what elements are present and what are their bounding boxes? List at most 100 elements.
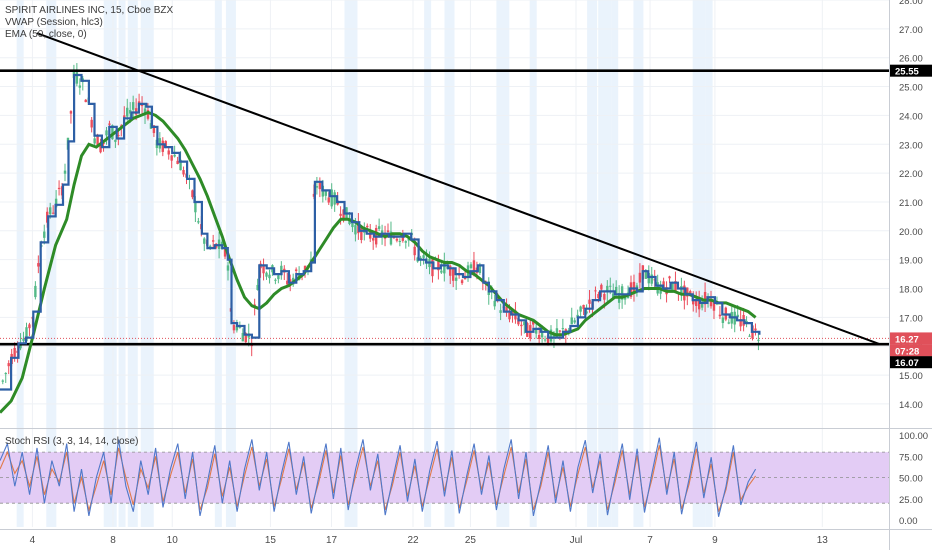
candle-body: [256, 284, 259, 290]
candle-body: [573, 320, 576, 323]
candle-body: [294, 269, 298, 271]
symbol-title[interactable]: SPIRIT AIRLINES INC, 15, Cboe BZX: [5, 5, 174, 16]
candle-body: [469, 264, 473, 269]
candle-body: [561, 328, 565, 330]
candle-body: [597, 294, 600, 299]
candle-body: [703, 291, 707, 305]
candle-body: [668, 276, 671, 279]
candle-body: [540, 332, 544, 338]
price-tick-label: 14.00: [899, 400, 923, 411]
candle-body: [57, 187, 61, 190]
candle-body: [232, 325, 236, 331]
candle-body: [377, 226, 381, 229]
candle-body: [478, 264, 482, 274]
trendline: [36, 32, 881, 346]
candle-body: [401, 236, 405, 241]
time-tick-label: 22: [407, 535, 419, 546]
candle-body: [63, 170, 67, 174]
candle-body: [1, 380, 4, 382]
candle-body: [324, 190, 327, 196]
candle-body: [449, 265, 452, 276]
resistance-price-label-bg: [890, 64, 932, 77]
session-shade: [127, 0, 138, 527]
candle-body: [623, 296, 627, 300]
time-tick-label: 15: [265, 535, 277, 546]
candle-body: [238, 326, 242, 328]
time-tick-label: 10: [167, 535, 179, 546]
candle-body: [386, 230, 390, 232]
time-tick-label: Jul: [570, 535, 583, 546]
time-tick-label: 13: [817, 535, 829, 546]
candle-body: [582, 304, 585, 309]
vwap-line: [0, 73, 761, 391]
candle-body: [209, 245, 212, 247]
candle-body: [28, 324, 31, 329]
candle-body: [505, 306, 508, 313]
candle-body: [552, 333, 556, 338]
candle-body: [226, 265, 230, 271]
candle-body: [612, 293, 615, 299]
rsi-tick-label: 100.00: [899, 431, 928, 442]
candle-body: [13, 347, 16, 357]
candle-body: [318, 181, 322, 190]
countdown-label-bg: [890, 344, 932, 357]
candle-body: [579, 306, 582, 312]
indicator-lines: [0, 32, 889, 414]
candle-body: [360, 228, 363, 241]
candle-body: [555, 328, 559, 337]
price-tick-label: 15.00: [899, 371, 923, 382]
candle-body: [454, 277, 458, 281]
candle-body: [371, 238, 375, 241]
candle-body: [398, 240, 402, 242]
candle-body: [117, 134, 120, 137]
candle-body: [748, 335, 751, 337]
candle-body: [537, 334, 541, 339]
candle-body: [143, 108, 147, 115]
candle-body: [34, 285, 37, 298]
price-tick-label: 17.00: [899, 313, 923, 324]
candle-body: [51, 212, 55, 214]
vwap-legend[interactable]: VWAP (Session, hlc3): [5, 17, 103, 28]
rsi-tick-label: 0.00: [899, 516, 918, 527]
candle-body: [22, 338, 25, 341]
session-shade: [140, 0, 154, 527]
candle-body: [443, 260, 446, 274]
candle-body: [191, 190, 194, 198]
candle-body: [105, 130, 108, 136]
candle-body: [437, 261, 440, 271]
candle-body: [330, 189, 333, 207]
price-tick-label: 27.00: [899, 25, 923, 36]
candle-body: [496, 295, 499, 301]
candle-body: [692, 300, 695, 305]
stoch-rsi-legend[interactable]: Stoch RSI (3, 3, 14, 14, close): [5, 436, 139, 447]
candle-body: [351, 223, 354, 228]
candle-body: [650, 274, 653, 284]
stoch-rsi-k-line: [0, 437, 757, 517]
candle-body: [523, 321, 526, 326]
candle-body: [315, 186, 319, 188]
time-tick-label: 25: [465, 535, 477, 546]
candle-body: [395, 238, 399, 241]
candle-body: [499, 310, 502, 313]
candle-body: [452, 269, 455, 281]
session-shade: [587, 0, 598, 527]
price-tick-label: 20.00: [899, 227, 923, 238]
candle-body: [534, 327, 538, 334]
candle-body: [558, 330, 562, 332]
candle-body: [588, 299, 591, 304]
time-tick-label: 7: [647, 535, 653, 546]
candle-body: [93, 138, 96, 144]
candle-body: [4, 372, 7, 375]
candle-body: [460, 280, 464, 284]
ema-legend[interactable]: EMA (50, close, 0): [5, 29, 87, 40]
price-tick-label: 21.00: [899, 198, 923, 209]
candle-body: [532, 321, 535, 325]
chart-legend: SPIRIT AIRLINES INC, 15, Cboe BZX VWAP (…: [5, 5, 173, 41]
candle-body: [197, 221, 200, 223]
candle-body: [19, 342, 22, 349]
session-shade: [529, 0, 537, 527]
stoch-rsi-pane[interactable]: [0, 437, 889, 517]
candle-body: [736, 314, 739, 317]
